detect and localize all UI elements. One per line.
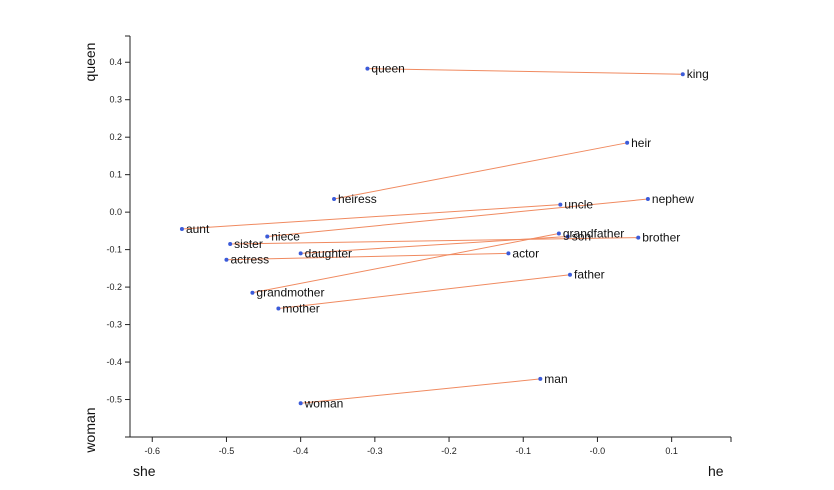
y-ticks: 0.4 0.3 0.2 0.1 0.0 -0.1 -0.2 -0.3 -0.4 -0.5 <box>106 35 130 438</box>
pair-line-sister-brother <box>230 237 639 245</box>
point-mother <box>276 306 281 311</box>
point-woman <box>298 401 303 406</box>
pair-line-niece-nephew <box>267 198 648 237</box>
point-heiress <box>332 197 337 202</box>
point-brother <box>636 235 641 240</box>
point-label-queen: queen <box>371 62 404 76</box>
y-tick-label: 0.4 <box>109 57 122 67</box>
point-actor <box>506 251 511 256</box>
y-tick-label: -0.4 <box>106 357 122 367</box>
point-aunt <box>179 227 184 232</box>
pair-line-queen-king <box>367 68 683 75</box>
point-label-niece: niece <box>271 230 300 244</box>
point-label-mother: mother <box>282 301 319 315</box>
point-daughter <box>298 251 303 256</box>
pair-line-heiress-heir <box>333 142 628 200</box>
y-tick-label: 0.3 <box>109 95 122 105</box>
x-tick-label: -0.5 <box>219 446 235 456</box>
point-uncle <box>558 202 563 207</box>
point-label-aunt: aunt <box>186 222 210 236</box>
point-nephew <box>645 197 650 202</box>
pair-line-mother-father <box>278 274 571 309</box>
point-label-man: man <box>544 372 567 386</box>
point-niece <box>265 234 270 239</box>
point-man <box>538 376 543 381</box>
y-tick-label: -0.1 <box>106 245 122 255</box>
y-tick-label: 0.2 <box>109 132 122 142</box>
x-tick-label: -0.1 <box>515 446 531 456</box>
point-label-brother: brother <box>642 231 680 245</box>
point-king <box>680 72 685 77</box>
point-label-sister: sister <box>234 237 263 251</box>
pair-line-woman-man <box>300 378 541 404</box>
x-tick-label: -0.4 <box>293 446 309 456</box>
point-father <box>567 272 572 277</box>
x-tick-label: 0.1 <box>665 446 678 456</box>
x-axis-label-right: he <box>708 463 724 479</box>
x-axis-label-left: she <box>133 463 156 479</box>
point-label-daughter: daughter <box>305 246 352 260</box>
point-sister <box>228 241 233 246</box>
x-tick-label: -0.2 <box>441 446 457 456</box>
pair-line-grandmother-grandfather <box>252 233 559 294</box>
point-son <box>565 234 570 239</box>
point-grandfather <box>556 231 561 236</box>
point-actress <box>224 257 229 262</box>
x-tick-label: -0.0 <box>590 446 606 456</box>
y-axis-label-top: queen <box>82 43 98 82</box>
point-label-grandfather: grandfather <box>563 227 624 241</box>
y-tick-label: 0.0 <box>109 207 122 217</box>
y-tick-label: -0.2 <box>106 282 122 292</box>
point-label-son: son <box>572 230 591 244</box>
x-ticks: -0.6 -0.5 -0.4 -0.3 -0.2 -0.1 -0.0 0.1 <box>145 437 732 456</box>
pair-line-actress-actor <box>226 252 509 261</box>
points <box>179 66 685 406</box>
point-label-grandmother: grandmother <box>256 286 324 300</box>
point-queen <box>365 66 370 71</box>
pair-line-daughter-son <box>300 236 568 254</box>
point-label-father: father <box>574 268 605 282</box>
x-tick-label: -0.3 <box>367 446 383 456</box>
point-label-uncle: uncle <box>564 198 593 212</box>
point-label-heiress: heiress <box>338 192 377 206</box>
point-label-actress: actress <box>230 253 269 267</box>
point-grandmother <box>250 290 255 295</box>
pair-line-aunt-uncle <box>181 204 561 230</box>
x-tick-label: -0.6 <box>145 446 161 456</box>
y-axis-label-bottom: woman <box>82 407 98 453</box>
word-labels: queen king heir heiress nephew uncle aunt niece… <box>186 62 709 411</box>
point-label-woman: woman <box>304 396 344 410</box>
point-label-actor: actor <box>512 246 539 260</box>
y-tick-label: -0.5 <box>106 395 122 405</box>
point-label-heir: heir <box>631 136 651 150</box>
point-label-nephew: nephew <box>652 192 694 206</box>
y-tick-label: 0.1 <box>109 170 122 180</box>
point-heir <box>625 140 630 145</box>
point-label-king: king <box>687 67 709 81</box>
pair-lines <box>181 68 683 404</box>
y-tick-label: -0.3 <box>106 320 122 330</box>
axes: -0.6 -0.5 -0.4 -0.3 -0.2 -0.1 -0.0 0.1 0.40.30.… <box>106 35 732 456</box>
